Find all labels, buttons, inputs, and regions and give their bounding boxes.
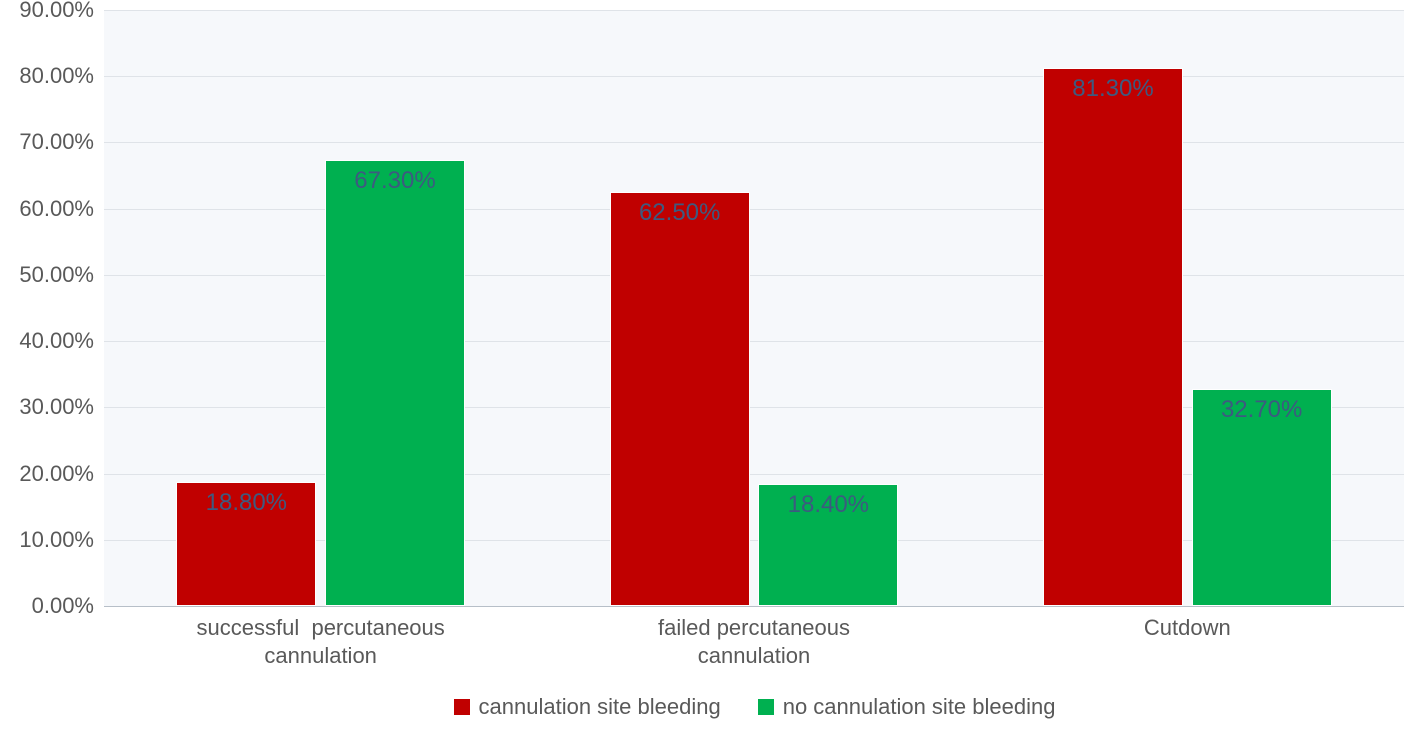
legend-swatch	[453, 698, 471, 716]
gridline	[104, 76, 1404, 77]
bar-data-label: 18.80%	[206, 489, 287, 517]
legend-label: no cannulation site bleeding	[783, 694, 1056, 720]
gridline	[104, 275, 1404, 276]
legend-label: cannulation site bleeding	[479, 694, 721, 720]
y-tick-label: 60.00%	[19, 196, 104, 222]
y-tick-label: 70.00%	[19, 129, 104, 155]
bar-data-label: 67.30%	[354, 167, 435, 195]
bar: 18.40%	[758, 484, 898, 606]
legend-item: cannulation site bleeding	[453, 694, 721, 720]
y-tick-label: 10.00%	[19, 527, 104, 553]
bar-data-label: 81.30%	[1072, 75, 1153, 103]
y-tick-label: 50.00%	[19, 262, 104, 288]
y-tick-label: 90.00%	[19, 0, 104, 23]
bar: 81.30%	[1043, 68, 1183, 606]
gridline	[104, 10, 1404, 11]
chart-legend: cannulation site bleeding no cannulation …	[104, 694, 1404, 720]
y-tick-label: 30.00%	[19, 394, 104, 420]
x-tick-label: Cutdown	[1144, 606, 1231, 642]
bar-data-label: 62.50%	[639, 199, 720, 227]
bar: 32.70%	[1192, 389, 1332, 606]
y-tick-label: 80.00%	[19, 63, 104, 89]
bar: 18.80%	[176, 482, 316, 606]
y-tick-label: 0.00%	[32, 593, 104, 619]
gridline	[104, 142, 1404, 143]
bar-data-label: 18.40%	[788, 491, 869, 519]
legend-swatch	[757, 698, 775, 716]
x-tick-label: successful percutaneous cannulation	[197, 606, 445, 669]
gridline	[104, 209, 1404, 210]
bar-data-label: 32.70%	[1221, 396, 1302, 424]
plot-area: 0.00%10.00%20.00%30.00%40.00%50.00%60.00…	[104, 10, 1404, 606]
gridline	[104, 341, 1404, 342]
y-tick-label: 20.00%	[19, 461, 104, 487]
bar-chart: 0.00% 10.00% 20.00% 30.00% 40.00% 50.00% 60.00…	[0, 0, 1418, 742]
bar: 67.30%	[325, 160, 465, 606]
legend-item: no cannulation site bleeding	[757, 694, 1056, 720]
bar: 62.50%	[610, 192, 750, 606]
x-tick-label: failed percutaneous cannulation	[658, 606, 850, 669]
y-tick-label: 40.00%	[19, 328, 104, 354]
